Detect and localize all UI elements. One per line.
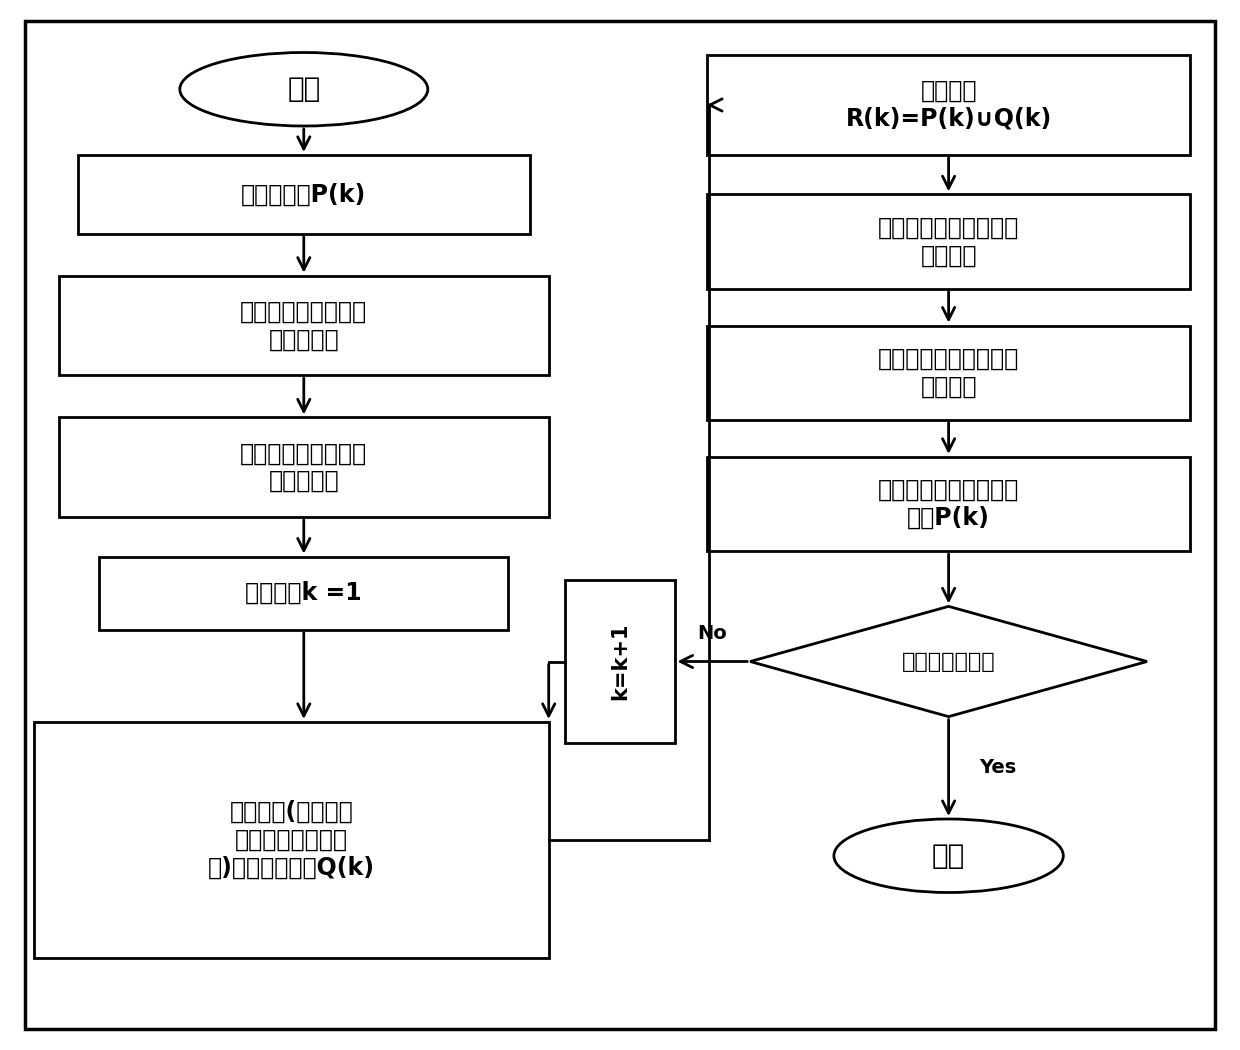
Ellipse shape [180, 52, 428, 126]
Bar [99, 556, 508, 630]
Text: Yes: Yes [980, 758, 1017, 777]
Text: 满足结束要求？: 满足结束要求？ [901, 651, 996, 672]
Bar [707, 457, 1190, 551]
Bar [565, 580, 675, 743]
Bar [707, 194, 1190, 289]
Text: 对个体进行目标值和约
束值计算: 对个体进行目标值和约 束值计算 [878, 215, 1019, 268]
Text: 对个体进行目标值和
约束值计算: 对个体进行目标值和 约束值计算 [241, 299, 367, 352]
Text: 遗传算子(选择、交
叉、变异及混沌插
入)后获得新种群Q(k): 遗传算子(选择、交 叉、变异及混沌插 入)后获得新种群Q(k) [208, 800, 374, 880]
Text: 开始: 开始 [288, 76, 320, 103]
Text: 非支配排序分层与拥
挤距离计算: 非支配排序分层与拥 挤距离计算 [241, 441, 367, 494]
Text: 结束: 结束 [932, 842, 965, 869]
Bar [707, 326, 1190, 420]
Bar [707, 55, 1190, 154]
Text: 初始化种群P(k): 初始化种群P(k) [241, 183, 367, 206]
Bar [77, 154, 529, 234]
Text: 非支配排序分层与拥挤
距离计算: 非支配排序分层与拥挤 距离计算 [878, 346, 1019, 399]
Text: 种群合并
R(k)=P(k)∪Q(k): 种群合并 R(k)=P(k)∪Q(k) [846, 79, 1052, 131]
Text: No: No [698, 624, 727, 643]
Bar [58, 275, 549, 376]
Ellipse shape [833, 819, 1063, 892]
Text: 遗传代数k =1: 遗传代数k =1 [246, 582, 362, 605]
Bar [58, 417, 549, 517]
Polygon shape [750, 607, 1147, 716]
Text: k=k+1: k=k+1 [610, 623, 630, 700]
Text: 选择合适个体组成新父
种群P(k): 选择合适个体组成新父 种群P(k) [878, 478, 1019, 530]
Bar [33, 722, 549, 958]
